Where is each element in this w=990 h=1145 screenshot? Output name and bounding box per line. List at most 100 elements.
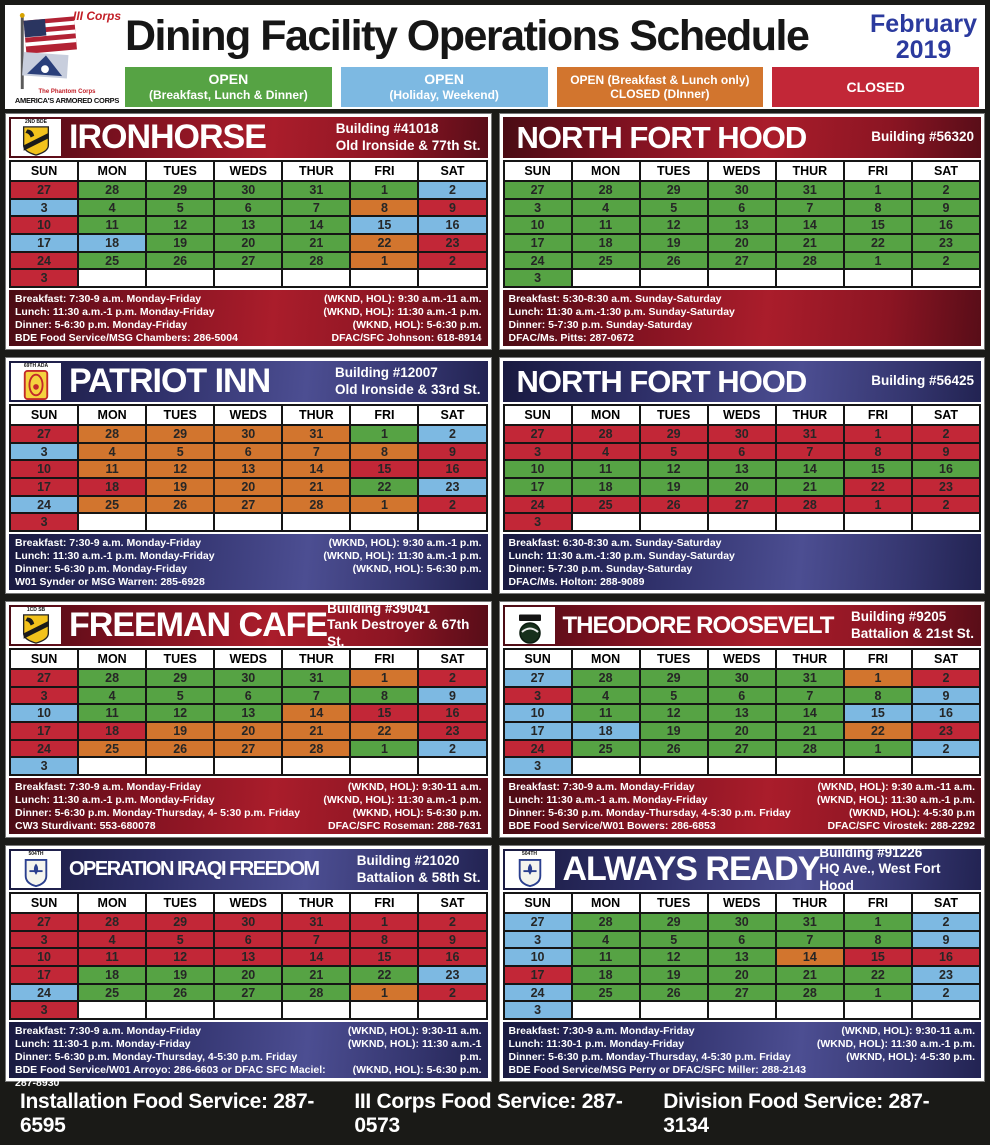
unit-badge: 504TH bbox=[504, 851, 555, 888]
ada-crest-icon bbox=[23, 370, 49, 400]
calendar-day-cell: 30 bbox=[215, 182, 284, 198]
calendar-day-cell bbox=[776, 270, 845, 287]
facility-title-bar: THEODORE ROOSEVELT Building #9205 Battal… bbox=[502, 605, 981, 646]
building-address: Old Ironside & 77th St. bbox=[335, 137, 481, 153]
facility-name: IRONHORSE bbox=[69, 118, 267, 156]
calendar-day-cell: 15 bbox=[844, 217, 913, 234]
calendar-day-cell: 28 bbox=[776, 740, 845, 757]
calendar-day-cell bbox=[215, 1002, 284, 1019]
hours-left-column: Breakfast: 7:30-9 a.m. Monday-Friday Lunc… bbox=[15, 1025, 339, 1089]
hours-line: Breakfast: 7:30-9 a.m. Monday-Friday bbox=[15, 537, 202, 549]
calendar-day-cell bbox=[640, 514, 709, 531]
facility-panel-north-fort-hood: NORTH FORT HOOD Building #56320 SUN MON TU… bbox=[498, 113, 985, 350]
day-header-cell: MON bbox=[572, 650, 641, 668]
calendar-week-row: 24 25 26 27 28 1 2 bbox=[11, 982, 486, 1001]
weekend-hours-line: (WKND, HOL): 9:30-11 a.m. bbox=[347, 1025, 482, 1037]
calendar-day-cell bbox=[351, 270, 420, 287]
calendar-day-cell: 22 bbox=[844, 723, 913, 739]
facility-title-bar: NORTH FORT HOOD Building #56425 bbox=[502, 361, 981, 402]
hours-line: Dinner: 5-6:30 p.m. Monday-Thursday, 4-5… bbox=[15, 1051, 298, 1064]
calendar-day-cell: 11 bbox=[572, 461, 641, 478]
weekend-hours-line bbox=[972, 293, 975, 306]
calendar-day-cell: 11 bbox=[572, 949, 641, 966]
calendar-day-cell: 20 bbox=[708, 967, 777, 983]
legend-item: OPEN (Holiday, Weekend) bbox=[340, 67, 548, 107]
calendar-day-cell: 13 bbox=[215, 217, 284, 234]
calendar-day-cell: 30 bbox=[708, 670, 777, 686]
calendar-day-cell: 5 bbox=[640, 199, 709, 216]
calendar-day-cell: 18 bbox=[572, 967, 641, 983]
day-header-cell: MON bbox=[79, 162, 148, 180]
calendar-day-cell: 3 bbox=[11, 270, 80, 287]
calendar-day-cell: 10 bbox=[504, 705, 573, 722]
unit-badge: 2ND BDE bbox=[11, 119, 61, 156]
iii-corps-logo: III Corps The Phantom Corps AMERICA'S AR… bbox=[11, 7, 123, 107]
calendar-day-cell: 11 bbox=[79, 949, 148, 966]
calendar-week-row: 3 bbox=[11, 756, 486, 775]
calendar-day-cell: 23 bbox=[419, 723, 486, 739]
calendar-week-row: 10 11 12 13 14 15 16 bbox=[504, 459, 980, 478]
calendar-day-cell: 2 bbox=[912, 984, 980, 1001]
hours-line: DFAC/Ms. Holton: 288-9089 bbox=[508, 576, 645, 589]
day-header-cell: SAT bbox=[912, 650, 980, 668]
calendar-day-cell: 20 bbox=[708, 235, 777, 251]
cavalry-patch-icon bbox=[22, 614, 50, 644]
calendar-day-cell bbox=[215, 514, 284, 531]
calendar-day-cell: 5 bbox=[147, 931, 216, 948]
building-info: Building #39041 Tank Destroyer & 67th St… bbox=[327, 601, 480, 650]
calendar-day-cell: 16 bbox=[912, 949, 980, 966]
calendar-day-cell bbox=[776, 758, 845, 775]
day-header-cell: FRI bbox=[351, 162, 420, 180]
day-header-cell: SUN bbox=[504, 650, 573, 668]
calendar-day-cell: 10 bbox=[504, 461, 573, 478]
building-number: Building #39041 bbox=[327, 601, 430, 617]
calendar-day-cell: 29 bbox=[640, 914, 709, 930]
calendar-week-row: 3 bbox=[504, 1000, 980, 1019]
calendar-day-cell: 31 bbox=[283, 426, 352, 442]
month-label: February bbox=[870, 9, 977, 38]
calendar-day-cell: 13 bbox=[215, 949, 284, 966]
calendar-day-cell: 31 bbox=[776, 914, 845, 930]
calendar-day-cell: 31 bbox=[776, 670, 845, 686]
calendar-day-cell: 2 bbox=[912, 914, 980, 930]
calendar-day-cell bbox=[640, 1002, 709, 1019]
calendar-week-row: 17 18 19 20 21 22 23 bbox=[11, 965, 486, 983]
calendar-day-cell: 27 bbox=[215, 252, 284, 269]
facility-hours-info: Breakfast: 7:30-9 a.m. Monday-Friday Lunc… bbox=[502, 778, 981, 834]
calendar-day-cell bbox=[283, 270, 352, 287]
building-info: Building #21020 Battalion & 58th St. bbox=[357, 853, 481, 885]
calendar-day-cell: 21 bbox=[776, 235, 845, 251]
day-header-cell: WEDS bbox=[215, 406, 284, 424]
calendar-day-cell: 26 bbox=[147, 496, 216, 513]
facility-panel-freeman-cafe: 1CD SB FREEMAN CAFE Building #39041 Tank… bbox=[5, 601, 492, 838]
calendar-day-cell: 7 bbox=[776, 931, 845, 948]
weekend-hours-line: (WKND, HOL): 5-6:30 p.m. bbox=[352, 1064, 482, 1077]
calendar-day-cell: 10 bbox=[11, 705, 80, 722]
building-address: HQ Ave., West Fort Hood bbox=[819, 861, 941, 893]
page-title: Dining Facility Operations Schedule bbox=[125, 11, 810, 60]
calendar-day-cell: 13 bbox=[708, 461, 777, 478]
calendar-day-cell: 1 bbox=[351, 426, 420, 442]
calendar-day-cell bbox=[776, 514, 845, 531]
legend-label: CLOSED (DInner) bbox=[610, 87, 710, 101]
calendar-day-cell: 15 bbox=[351, 949, 420, 966]
facility-hours-info: Breakfast: 7:30-9 a.m. Monday-Friday Lunc… bbox=[9, 290, 488, 346]
calendar-day-cell: 31 bbox=[776, 182, 845, 198]
day-header-cell: TUES bbox=[147, 406, 216, 424]
calendar-day-cell: 16 bbox=[912, 217, 980, 234]
day-header-cell: WEDS bbox=[708, 406, 777, 424]
day-header-cell: FRI bbox=[844, 894, 913, 912]
calendar-day-cell: 14 bbox=[283, 217, 352, 234]
facility-panel-theodore-roosevelt: THEODORE ROOSEVELT Building #9205 Battal… bbox=[498, 601, 985, 838]
calendar-day-cell: 6 bbox=[708, 931, 777, 948]
calendar-day-cell: 17 bbox=[504, 967, 573, 983]
weekend-hours-line: (WKND, HOL): 11:30 a.m.-1 p.m. bbox=[323, 794, 482, 807]
calendar-day-cell: 3 bbox=[11, 514, 80, 531]
calendar-day-cell: 13 bbox=[708, 705, 777, 722]
calendar-day-cell: 27 bbox=[708, 496, 777, 513]
day-header-cell: MON bbox=[572, 894, 641, 912]
calendar-day-cell: 7 bbox=[283, 931, 352, 948]
calendar-week-row: 17 18 19 20 21 22 23 bbox=[11, 477, 486, 495]
unit-badge-label bbox=[529, 607, 530, 614]
